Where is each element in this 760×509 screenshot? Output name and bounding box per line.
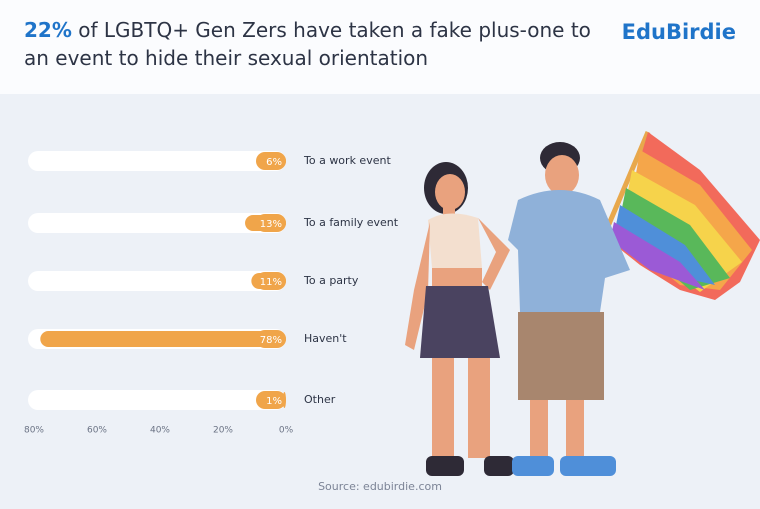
chart-title: 22% of LGBTQ+ Gen Zers have taken a fake… xyxy=(24,16,604,72)
value-label: 11% xyxy=(260,277,282,288)
x-tick-label: 20% xyxy=(213,426,233,436)
bar-track xyxy=(28,151,286,171)
category-label: To a family event xyxy=(303,216,399,229)
source: Source: edubirdie.com xyxy=(318,480,442,493)
bar-track xyxy=(28,271,286,291)
title-highlight: 22% xyxy=(24,18,72,42)
illustration xyxy=(405,131,760,476)
logo: EduBirdie xyxy=(621,20,736,44)
category-label: Haven't xyxy=(304,332,347,345)
x-tick-label: 60% xyxy=(87,426,107,436)
title-text: of LGBTQ+ Gen Zers have taken a fake plu… xyxy=(24,18,591,70)
category-label: Other xyxy=(304,393,336,406)
category-label: To a work event xyxy=(303,154,391,167)
header: 22% of LGBTQ+ Gen Zers have taken a fake… xyxy=(0,0,760,94)
x-tick-label: 80% xyxy=(24,426,44,436)
value-label-bg xyxy=(256,214,286,232)
category-label: To a party xyxy=(303,274,359,287)
bar-track xyxy=(28,390,286,410)
x-tick-label: 0% xyxy=(279,426,294,436)
value-label: 1% xyxy=(266,396,282,407)
value-label: 6% xyxy=(266,157,282,168)
value-label-bg xyxy=(256,272,286,290)
value-label-bg xyxy=(256,391,286,409)
bar xyxy=(40,331,286,347)
bar-track xyxy=(28,213,286,233)
value-label-bg xyxy=(256,330,286,348)
value-label: 78% xyxy=(260,335,282,346)
value-label-bg xyxy=(256,152,286,170)
value-label: 13% xyxy=(260,219,282,230)
x-tick-label: 40% xyxy=(150,426,170,436)
